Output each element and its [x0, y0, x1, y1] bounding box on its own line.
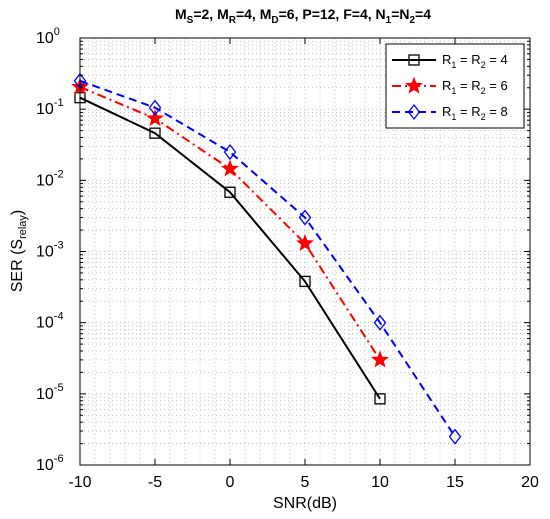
tick-exponent: -4: [54, 311, 64, 323]
x-tick-label: 20: [521, 474, 539, 491]
tick-base: 10: [36, 101, 54, 118]
text-part: =4: [415, 6, 431, 22]
text-part: = R: [456, 78, 480, 93]
data-point: [223, 143, 237, 161]
data-point: [299, 275, 311, 288]
tick-exponent: -6: [54, 453, 64, 465]
legend-item: R1 = R2 = 8: [392, 103, 508, 122]
tick-base: 10: [36, 30, 54, 47]
tick-marks: [79, 38, 531, 466]
x-tick-label: 0: [226, 474, 235, 491]
legend-item: R1 = R2 = 6: [392, 76, 508, 96]
tick-exponent: -2: [54, 168, 64, 180]
data-point: [448, 428, 462, 445]
legend: R1 = R2 = 4R1 = R2 = 6R1 = R2 = 8: [385, 43, 525, 129]
text-part: R: [442, 78, 451, 93]
text-part: 2: [481, 112, 486, 122]
text-part: =2, M: [193, 6, 228, 22]
tick-base: 10: [36, 244, 54, 261]
y-tick-label: 10-3: [36, 240, 64, 261]
text-part: relay: [17, 215, 29, 239]
text-part: 2: [481, 86, 486, 96]
text-part: = 8: [486, 104, 508, 119]
data-point: [148, 99, 162, 116]
legend-label: R1 = R2 = 8: [442, 104, 508, 122]
data-point: [224, 186, 236, 198]
series-line: [79, 79, 456, 438]
text-part: D: [271, 15, 278, 26]
text-part: S: [187, 15, 194, 26]
text-part: ): [9, 210, 26, 215]
y-tick-label: 100: [36, 26, 60, 47]
tick-exponent: -1: [54, 97, 64, 109]
y-tick-label: 10-1: [36, 97, 64, 118]
text-part: 2: [481, 60, 486, 70]
text-part: =N: [391, 6, 409, 22]
data-point: [374, 393, 386, 405]
y-axis-label: SER (Srelay): [9, 210, 29, 293]
data-point: [298, 209, 312, 226]
series-line: [79, 96, 381, 400]
text-part: 1: [451, 86, 456, 96]
text-part: =6, P=12, F=4, N: [279, 6, 386, 22]
text-part: = R: [456, 52, 480, 67]
x-tick-label: 10: [371, 474, 389, 491]
text-part: R: [229, 15, 237, 26]
tick-base: 10: [36, 172, 54, 189]
y-tick-label: 10-6: [36, 453, 64, 474]
text-part: = 4: [486, 52, 508, 67]
data-point: [296, 233, 314, 251]
text-part: R: [442, 52, 451, 67]
text-part: R: [442, 104, 451, 119]
text-part: SER (S: [9, 239, 26, 292]
data-point: [371, 350, 389, 368]
series-3: [73, 72, 462, 445]
tick-base: 10: [36, 457, 54, 474]
text-part: M: [175, 6, 187, 22]
chart-title: MS=2, MR=4, MD=6, P=12, F=4, N1=N2=4: [175, 6, 431, 26]
legend-label: R1 = R2 = 4: [442, 52, 508, 70]
y-tick-label: 10-4: [36, 311, 64, 332]
text-part: =4, M: [236, 6, 271, 22]
text-part: 1: [386, 15, 392, 26]
data-point: [149, 127, 161, 139]
x-tick-label: -10: [68, 474, 91, 491]
x-axis-label: SNR(dB): [273, 495, 337, 512]
legend-label: R1 = R2 = 6: [442, 78, 508, 96]
data-point: [221, 159, 239, 177]
text-part: 2: [409, 15, 415, 26]
text-part: 1: [451, 60, 456, 70]
legend-marker: [407, 103, 421, 121]
y-tick-label: 10-2: [36, 168, 64, 189]
data-point: [373, 314, 387, 331]
text-part: = R: [456, 104, 480, 119]
x-tick-label: 15: [446, 474, 464, 491]
text-part: = 6: [486, 78, 508, 93]
tick-exponent: -3: [54, 240, 64, 252]
x-tick-label: 5: [301, 474, 310, 491]
y-tick-label: 10-5: [36, 382, 64, 403]
tick-base: 10: [36, 386, 54, 403]
tick-exponent: 0: [54, 26, 60, 38]
text-part: 1: [451, 112, 456, 122]
legend-marker: [405, 76, 423, 94]
tick-exponent: -5: [54, 382, 64, 394]
data-point: [146, 109, 164, 127]
x-tick-label: -5: [148, 474, 162, 491]
legend-marker: [408, 54, 420, 66]
tick-base: 10: [36, 315, 54, 332]
legend-item: R1 = R2 = 4: [392, 52, 508, 70]
